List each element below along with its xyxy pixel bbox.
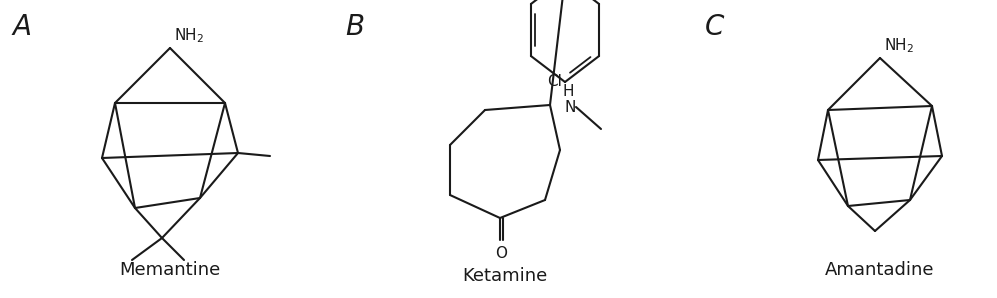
Text: C: C — [705, 13, 725, 41]
Text: Amantadine: Amantadine — [826, 261, 935, 279]
Text: NH$_2$: NH$_2$ — [884, 36, 914, 55]
Text: N: N — [564, 100, 575, 114]
Text: Cl: Cl — [547, 74, 562, 89]
Text: Memantine: Memantine — [120, 261, 220, 279]
Text: O: O — [495, 246, 507, 261]
Text: H: H — [562, 83, 573, 99]
Text: B: B — [345, 13, 364, 41]
Text: A: A — [12, 13, 31, 41]
Text: Ketamine: Ketamine — [463, 267, 547, 285]
Text: NH$_2$: NH$_2$ — [174, 26, 204, 45]
